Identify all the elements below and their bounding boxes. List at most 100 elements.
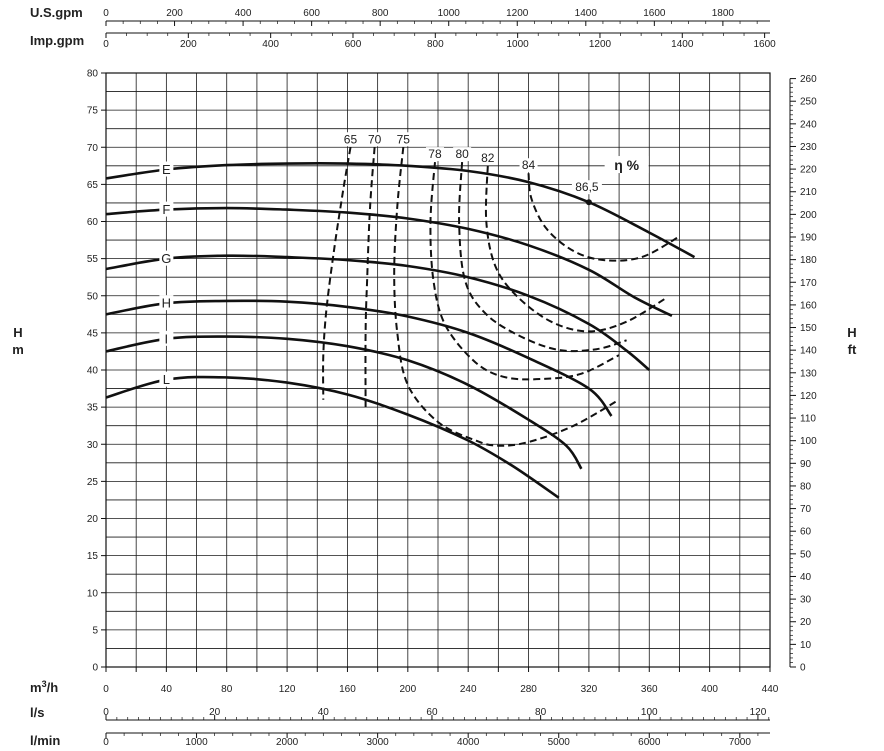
right-tick-label: 10 — [800, 640, 812, 651]
left-tick-label: 80 — [87, 69, 99, 80]
right-tick-label: 100 — [800, 436, 817, 447]
lmin-tick-label: 6000 — [638, 737, 661, 748]
m3h-tick-label: 0 — [103, 684, 109, 695]
ls-tick-label: 40 — [318, 707, 330, 718]
right-tick-label: 20 — [800, 617, 812, 628]
curve-label-L: L — [163, 372, 170, 387]
eta-label-bg — [604, 156, 649, 174]
usgpm-tick-label: 400 — [235, 8, 252, 19]
lmin-tick-label: 4000 — [457, 737, 480, 748]
usgpm-tick-label: 1600 — [643, 8, 666, 19]
efficiency-label-84: 84 — [522, 158, 536, 172]
impgpm-tick-label: 0 — [103, 39, 109, 50]
peak-efficiency-label: 86,5 — [575, 180, 599, 194]
ls-tick-label: 20 — [209, 707, 221, 718]
right-tick-label: 90 — [800, 459, 812, 470]
impgpm-tick-label: 400 — [262, 39, 279, 50]
efficiency-curves — [322, 147, 680, 447]
efficiency-label-bg — [478, 150, 497, 165]
lmin-tick-label: 3000 — [367, 737, 390, 748]
usgpm-tick-label: 1400 — [575, 8, 598, 19]
right-tick-label: 230 — [800, 142, 817, 153]
axes: 05101520253035404550556065707580Hm010203… — [12, 5, 857, 748]
left-tick-label: 45 — [87, 328, 99, 339]
impgpm-axis-label: Imp.gpm — [30, 33, 84, 48]
usgpm-tick-label: 800 — [372, 8, 389, 19]
right-tick-label: 240 — [800, 119, 817, 130]
left-tick-label: 20 — [87, 514, 99, 525]
curve-label-bg — [159, 201, 174, 217]
right-tick-label: 130 — [800, 368, 817, 379]
curve-label-F: F — [162, 202, 170, 217]
lmin-tick-label: 5000 — [548, 737, 571, 748]
efficiency-curve-65 — [322, 147, 352, 400]
efficiency-label-bg — [394, 132, 413, 147]
right-tick-label: 120 — [800, 391, 817, 402]
efficiency-label-65: 65 — [344, 132, 358, 146]
ls-tick-label: 100 — [641, 707, 658, 718]
m3h-tick-label: 400 — [701, 684, 718, 695]
right-tick-label: 220 — [800, 165, 817, 176]
efficiency-label-bg — [453, 147, 472, 162]
ls-tick-label: 0 — [103, 707, 109, 718]
right-tick-label: 60 — [800, 527, 812, 538]
lmin-tick-label: 1000 — [185, 737, 208, 748]
efficiency-label-82: 82 — [481, 151, 495, 165]
impgpm-tick-label: 200 — [180, 39, 197, 50]
m3h-label-sup: 3 — [42, 679, 47, 689]
m3h-tick-label: 320 — [581, 684, 598, 695]
left-tick-label: 10 — [87, 588, 99, 599]
efficiency-label-70: 70 — [368, 132, 382, 146]
efficiency-label-bg — [341, 132, 360, 147]
left-tick-label: 40 — [87, 366, 99, 377]
lmin-tick-label: 2000 — [276, 737, 299, 748]
left-tick-label: 60 — [87, 217, 99, 228]
performance-curve-I — [105, 335, 583, 470]
eta-label: η % — [614, 157, 639, 173]
peak-label-bg — [571, 180, 602, 195]
left-tick-label: 65 — [87, 180, 99, 191]
left-tick-label: 15 — [87, 551, 99, 562]
right-tick-label: 110 — [800, 414, 816, 425]
left-tick-label: 35 — [87, 403, 99, 414]
right-tick-label: 260 — [800, 74, 817, 85]
lmin-tick-label: 7000 — [729, 737, 752, 748]
right-axis-unit: ft — [848, 342, 857, 357]
m3h-label-tail: /h — [47, 680, 59, 695]
ls-axis-label: l/s — [30, 705, 44, 720]
right-tick-label: 70 — [800, 504, 812, 515]
curve-label-I: I — [165, 331, 169, 346]
curve-label-G: G — [161, 251, 171, 266]
right-tick-label: 150 — [800, 323, 817, 334]
usgpm-tick-label: 1200 — [506, 8, 529, 19]
left-tick-label: 5 — [92, 625, 98, 636]
impgpm-tick-label: 1600 — [753, 39, 776, 50]
left-tick-label: 75 — [87, 106, 99, 117]
impgpm-tick-label: 1400 — [671, 39, 694, 50]
lmin-tick-label: 0 — [103, 737, 109, 748]
impgpm-tick-label: 1000 — [507, 39, 530, 50]
right-tick-label: 0 — [800, 663, 806, 674]
efficiency-label-78: 78 — [428, 147, 442, 161]
m3h-tick-label: 440 — [762, 684, 779, 695]
curve-label-bg — [159, 330, 174, 346]
usgpm-tick-label: 1000 — [438, 8, 461, 19]
m3h-label-base: m — [30, 680, 42, 695]
m3h-axis-label: m3/h — [30, 679, 58, 695]
m3h-tick-label: 80 — [221, 684, 233, 695]
right-tick-label: 180 — [800, 255, 817, 266]
left-tick-label: 0 — [92, 663, 98, 674]
right-tick-label: 200 — [800, 210, 817, 221]
performance-curve-E — [105, 162, 696, 259]
lmin-axis-label: l/min — [30, 733, 60, 748]
curve-label-bg — [159, 295, 174, 311]
usgpm-axis-label: U.S.gpm — [30, 5, 83, 20]
impgpm-tick-label: 800 — [427, 39, 444, 50]
right-tick-label: 50 — [800, 549, 812, 560]
left-tick-label: 70 — [87, 143, 99, 154]
usgpm-tick-label: 0 — [103, 8, 109, 19]
curve-label-bg — [159, 250, 174, 266]
curve-label-E: E — [162, 162, 171, 177]
